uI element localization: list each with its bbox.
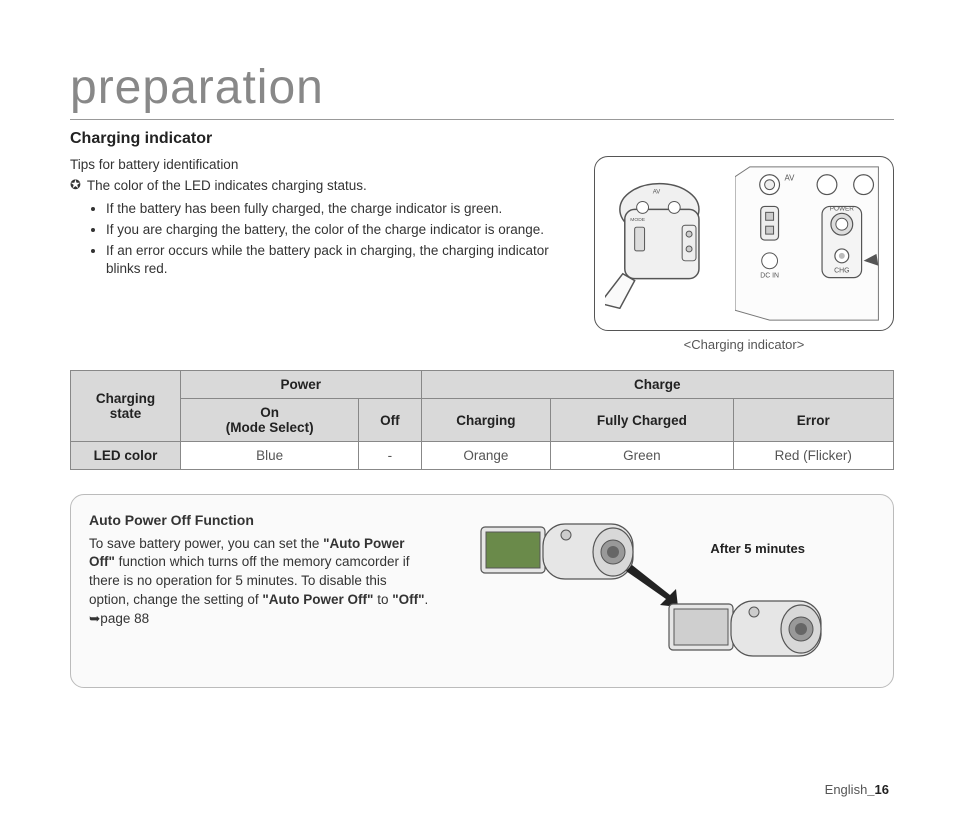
th-on: On (Mode Select)	[181, 399, 359, 442]
chg-label: CHG	[834, 268, 849, 275]
auto-power-off-illustration: After 5 minutes	[447, 511, 875, 671]
after-5-minutes-label: After 5 minutes	[710, 541, 805, 556]
td-on-value: Blue	[181, 442, 359, 470]
note-bold-auto-power-off-2: "Auto Power Off"	[262, 592, 373, 607]
th-charging-state: Charging state	[71, 371, 181, 442]
illustration-column: AV MODE AV DC IN POWER	[594, 156, 894, 352]
led-status-line: ✪ The color of the LED indicates chargin…	[70, 177, 578, 196]
illustration-caption: <Charging indicator>	[594, 337, 894, 352]
note-text: To save battery power, you can set the	[89, 536, 323, 551]
table-row: Charging state Power Charge	[71, 371, 894, 399]
bullet-item: If you are charging the battery, the col…	[106, 221, 578, 240]
auto-power-off-note: Auto Power Off Function To save battery …	[70, 494, 894, 688]
footer-language: English	[825, 782, 868, 797]
th-charging: Charging	[421, 399, 551, 442]
th-charge: Charge	[421, 371, 894, 399]
power-label: POWER	[829, 205, 854, 212]
bullet-item: If the battery has been fully charged, t…	[106, 200, 578, 219]
led-status-text: The color of the LED indicates charging …	[87, 177, 367, 196]
note-bold-off: "Off"	[392, 592, 424, 607]
note-text-column: Auto Power Off Function To save battery …	[89, 511, 429, 671]
bullet-item: If an error occurs while the battery pac…	[106, 242, 578, 280]
led-color-table: Charging state Power Charge On (Mode Sel…	[70, 370, 894, 470]
charging-indicator-zoom-icon: AV DC IN POWER CHG	[735, 166, 883, 321]
section-heading-charging-indicator: Charging indicator	[70, 130, 894, 148]
th-power: Power	[181, 371, 422, 399]
td-charging-value: Orange	[421, 442, 551, 470]
auto-power-off-diagram-icon	[471, 511, 851, 671]
tips-intro: Tips for battery identification	[70, 156, 578, 175]
note-text: to	[373, 592, 392, 607]
table-row: LED color Blue - Orange Green Red (Flick…	[71, 442, 894, 470]
note-paragraph: To save battery power, you can set the "…	[89, 535, 429, 629]
td-full-value: Green	[551, 442, 733, 470]
mode-label: MODE	[630, 217, 646, 223]
av-zoom-label: AV	[784, 174, 795, 183]
note-heading: Auto Power Off Function	[89, 511, 429, 531]
footer-page-number: _16	[867, 782, 889, 797]
th-fully-charged: Fully Charged	[551, 399, 733, 442]
td-error-value: Red (Flicker)	[733, 442, 894, 470]
page-title: preparation	[70, 60, 894, 120]
charging-indicator-illustration: AV MODE AV DC IN POWER	[594, 156, 894, 331]
bullet-list: If the battery has been fully charged, t…	[70, 200, 578, 280]
camcorder-rear-icon: AV MODE	[605, 179, 729, 309]
led-color-table-wrap: Charging state Power Charge On (Mode Sel…	[70, 370, 894, 470]
td-off-value: -	[359, 442, 421, 470]
th-off: Off	[359, 399, 421, 442]
th-error: Error	[733, 399, 894, 442]
dcin-label: DC IN	[760, 273, 779, 280]
page-footer: English_16	[825, 782, 889, 797]
td-led-color-label: LED color	[71, 442, 181, 470]
star-icon: ✪	[70, 177, 81, 194]
av-label: AV	[653, 189, 661, 195]
table-row: On (Mode Select) Off Charging Fully Char…	[71, 399, 894, 442]
tips-column: Tips for battery identification ✪ The co…	[70, 156, 578, 281]
top-block: Tips for battery identification ✪ The co…	[70, 156, 894, 352]
